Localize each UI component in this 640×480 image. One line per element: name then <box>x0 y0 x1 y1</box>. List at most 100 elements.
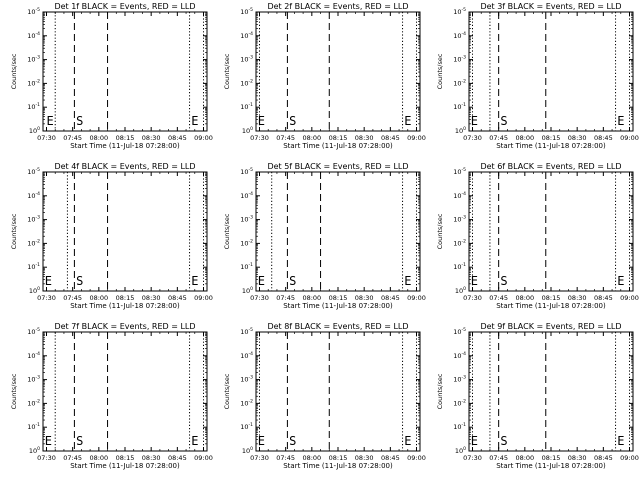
start-marker: S <box>500 434 507 448</box>
y-axis-label: Counts/sec <box>223 53 231 89</box>
x-tick-label: 07:30 <box>250 454 269 462</box>
plot-frame <box>42 11 208 132</box>
chart-title: Det 1f BLACK = Events, RED = LLD <box>54 2 195 11</box>
y-tick-label: 10-2 <box>27 78 40 87</box>
y-axis-label: Counts/sec <box>436 373 444 409</box>
chart-svg: Det 5f BLACK = Events, RED = LLD 100 10-1 1… <box>223 162 426 310</box>
plot-frame <box>255 331 421 452</box>
start-marker: S <box>76 114 83 128</box>
y-tick-label: 10-5 <box>240 167 253 176</box>
y-tick-label: 10-1 <box>27 102 40 111</box>
y-tick-label: 10-4 <box>240 351 253 360</box>
x-tick-label: 08:15 <box>542 454 561 462</box>
x-axis-label: Start Time (11-Jul-18 07:28:00) <box>70 302 180 310</box>
end-marker: E <box>404 114 411 128</box>
detector-panel: Det 3f BLACK = Events, RED = LLD 100 10-1 1… <box>426 0 639 160</box>
y-tick-label: 10-2 <box>453 238 466 247</box>
y-tick-label: 100 <box>29 126 40 135</box>
end-marker: E <box>471 274 478 288</box>
x-tick-label: 08:00 <box>515 294 534 302</box>
end-marker: E <box>404 434 411 448</box>
y-tick-label: 10-2 <box>240 78 253 87</box>
x-tick-label: 08:30 <box>142 454 161 462</box>
y-tick-label: 10-2 <box>27 238 40 247</box>
x-tick-label: 08:30 <box>568 294 587 302</box>
y-tick-label: 10-5 <box>27 327 40 336</box>
y-axis-label: Counts/sec <box>223 373 231 409</box>
chart-title: Det 8f BLACK = Events, RED = LLD <box>267 322 408 331</box>
x-tick-label: 08:30 <box>355 454 374 462</box>
end-marker: E <box>191 114 198 128</box>
plot-frame <box>42 331 208 452</box>
chart-title: Det 6f BLACK = Events, RED = LLD <box>480 162 621 171</box>
plot-frame <box>255 11 421 132</box>
end-marker: E <box>404 274 411 288</box>
x-tick-label: 08:00 <box>515 454 534 462</box>
plot-frame <box>468 171 634 292</box>
y-tick-label: 10-2 <box>240 238 253 247</box>
y-tick-label: 10-3 <box>240 215 253 224</box>
x-tick-label: 09:00 <box>620 134 639 142</box>
start-marker: S <box>500 274 507 288</box>
end-marker: E <box>45 434 52 448</box>
end-marker: E <box>45 274 52 288</box>
detector-panel: Det 2f BLACK = Events, RED = LLD 100 10-1 1… <box>213 0 426 160</box>
x-tick-label: 08:45 <box>594 134 613 142</box>
y-tick-label: 10-5 <box>27 7 40 16</box>
x-axis-label: Start Time (11-Jul-18 07:28:00) <box>283 462 393 470</box>
detector-panel: Det 4f BLACK = Events, RED = LLD 100 10-1 1… <box>0 160 213 320</box>
x-tick-label: 08:00 <box>302 454 321 462</box>
x-tick-label: 07:45 <box>276 134 295 142</box>
start-marker: S <box>76 274 83 288</box>
chart-svg: Det 2f BLACK = Events, RED = LLD 100 10-1 1… <box>223 2 426 150</box>
y-tick-label: 10-2 <box>453 398 466 407</box>
y-tick-label: 10-5 <box>453 327 466 336</box>
x-tick-label: 07:45 <box>276 294 295 302</box>
end-marker: E <box>46 114 53 128</box>
x-tick-label: 09:00 <box>194 294 213 302</box>
y-tick-label: 10-1 <box>240 262 253 271</box>
end-marker: E <box>471 114 478 128</box>
x-tick-label: 07:45 <box>63 294 82 302</box>
start-marker: S <box>76 434 83 448</box>
x-tick-label: 09:00 <box>194 454 213 462</box>
x-tick-label: 08:15 <box>116 454 135 462</box>
y-tick-label: 10-3 <box>27 55 40 64</box>
x-axis-label: Start Time (11-Jul-18 07:28:00) <box>283 302 393 310</box>
x-tick-label: 08:15 <box>116 134 135 142</box>
chart-svg: Det 6f BLACK = Events, RED = LLD 100 10-1 1… <box>436 162 639 310</box>
y-tick-label: 10-1 <box>453 102 466 111</box>
detector-panel: Det 9f BLACK = Events, RED = LLD 100 10-1 1… <box>426 320 639 480</box>
x-tick-label: 08:30 <box>568 134 587 142</box>
y-axis-label: Counts/sec <box>10 373 18 409</box>
x-tick-label: 08:15 <box>329 294 348 302</box>
y-tick-label: 10-1 <box>27 422 40 431</box>
x-tick-label: 07:45 <box>276 454 295 462</box>
y-tick-label: 100 <box>455 126 466 135</box>
x-tick-label: 09:00 <box>407 454 426 462</box>
x-tick-label: 07:30 <box>250 134 269 142</box>
y-tick-label: 10-4 <box>27 191 40 200</box>
y-tick-label: 10-1 <box>240 102 253 111</box>
x-tick-label: 08:30 <box>142 134 161 142</box>
y-tick-label: 100 <box>455 446 466 455</box>
detector-panel: Det 7f BLACK = Events, RED = LLD 100 10-1 1… <box>0 320 213 480</box>
y-tick-label: 10-5 <box>27 167 40 176</box>
x-axis-label: Start Time (11-Jul-18 07:28:00) <box>70 462 180 470</box>
x-tick-label: 07:30 <box>463 134 482 142</box>
y-tick-label: 10-2 <box>453 78 466 87</box>
y-tick-label: 10-5 <box>453 7 466 16</box>
y-axis-label: Counts/sec <box>436 213 444 249</box>
x-tick-label: 09:00 <box>620 294 639 302</box>
x-axis-label: Start Time (11-Jul-18 07:28:00) <box>496 302 606 310</box>
x-tick-label: 08:00 <box>89 294 108 302</box>
x-tick-label: 08:15 <box>329 454 348 462</box>
x-tick-label: 09:00 <box>407 134 426 142</box>
x-tick-label: 07:30 <box>463 294 482 302</box>
x-tick-label: 08:15 <box>542 134 561 142</box>
x-axis-label: Start Time (11-Jul-18 07:28:00) <box>496 462 606 470</box>
x-tick-label: 08:30 <box>142 294 161 302</box>
x-axis-label: Start Time (11-Jul-18 07:28:00) <box>496 142 606 150</box>
x-tick-label: 07:45 <box>63 134 82 142</box>
